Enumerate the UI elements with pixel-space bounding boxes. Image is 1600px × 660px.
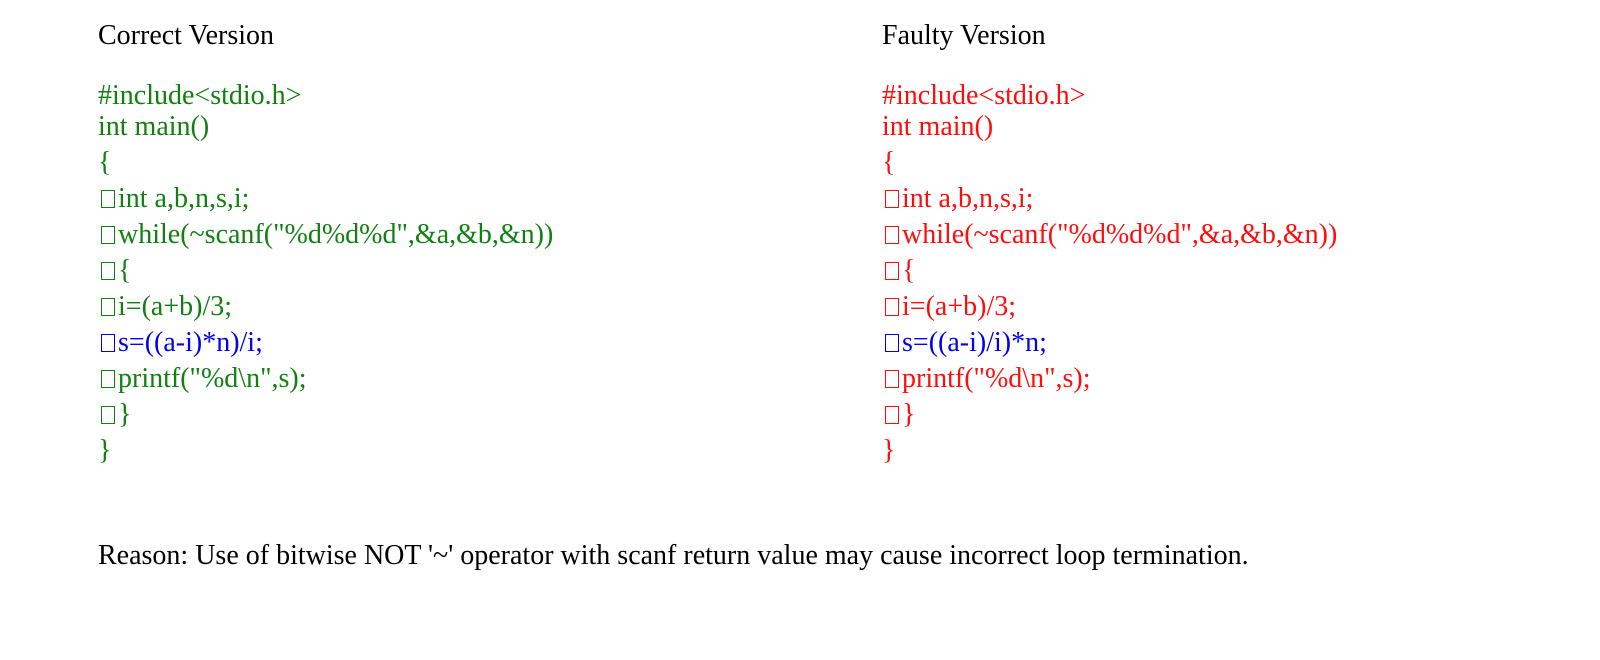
code-line-text: } [902,399,916,430]
code-line-text: printf("%d\n",s); [118,363,307,394]
tab-glyph-icon [101,262,115,280]
faulty-code-block: #include<stdio.h> int main(){int a,b,n,s,… [882,78,1337,469]
code-line: #include<stdio.h> [98,78,553,111]
tab-glyph-icon [885,298,899,316]
code-line: } [882,433,1337,469]
code-line: #include<stdio.h> [882,78,1337,111]
code-line: int main() [882,109,1337,145]
tab-glyph-icon [101,298,115,316]
code-line: int a,b,n,s,i; [98,181,553,217]
tab-glyph-icon [885,406,899,424]
tab-glyph-icon [101,406,115,424]
faulty-version-heading: Faulty Version [882,20,1046,51]
code-line-text: #include<stdio.h> [882,80,1086,111]
correct-code-block: #include<stdio.h> int main(){int a,b,n,s,… [98,78,553,469]
code-line: while(~scanf("%d%d%d",&a,&b,&n)) [98,217,553,253]
code-line: } [98,433,553,469]
tab-glyph-icon [885,190,899,208]
code-line: while(~scanf("%d%d%d",&a,&b,&n)) [882,217,1337,253]
code-line-text: i=(a+b)/3; [118,291,232,322]
code-line-text: while(~scanf("%d%d%d",&a,&b,&n)) [902,219,1338,250]
tab-glyph-icon [101,190,115,208]
code-line-text: } [118,399,132,430]
code-line: i=(a+b)/3; [98,289,553,325]
code-line-text: int main() [98,111,210,142]
code-line-text: { [98,147,112,178]
code-line-text: s=((a-i)/i)*n; [902,327,1047,358]
tab-glyph-icon [885,370,899,388]
code-line: } [882,397,1337,433]
code-line: printf("%d\n",s); [882,361,1337,397]
code-line-text: i=(a+b)/3; [902,291,1016,322]
code-line: { [882,145,1337,181]
code-line: { [98,145,553,181]
code-line-text: int a,b,n,s,i; [118,183,250,214]
tab-glyph-icon [885,262,899,280]
code-line: s=((a-i)*n)/i; [98,325,553,361]
code-line: { [98,253,553,289]
code-line: s=((a-i)/i)*n; [882,325,1337,361]
code-line-text: printf("%d\n",s); [902,363,1091,394]
code-line-text: } [98,435,112,466]
code-line-text: s=((a-i)*n)/i; [118,327,263,358]
correct-version-heading: Correct Version [98,20,274,51]
code-line-text: { [118,255,132,286]
code-line: } [98,397,553,433]
code-line: i=(a+b)/3; [882,289,1337,325]
code-line: int main() [98,109,553,145]
code-line: printf("%d\n",s); [98,361,553,397]
tab-glyph-icon [885,226,899,244]
code-line-text: { [882,147,896,178]
tab-glyph-icon [101,226,115,244]
tab-glyph-icon [101,334,115,352]
code-line-text: } [882,435,896,466]
code-line-text: int a,b,n,s,i; [902,183,1034,214]
code-line-text: #include<stdio.h> [98,80,302,111]
tab-glyph-icon [101,370,115,388]
reason-text: Reason: Use of bitwise NOT '~' operator … [98,540,1249,571]
code-line-text: int main() [882,111,994,142]
code-line: { [882,253,1337,289]
code-line-text: { [902,255,916,286]
code-line-text: while(~scanf("%d%d%d",&a,&b,&n)) [118,219,554,250]
tab-glyph-icon [885,334,899,352]
code-line: int a,b,n,s,i; [882,181,1337,217]
